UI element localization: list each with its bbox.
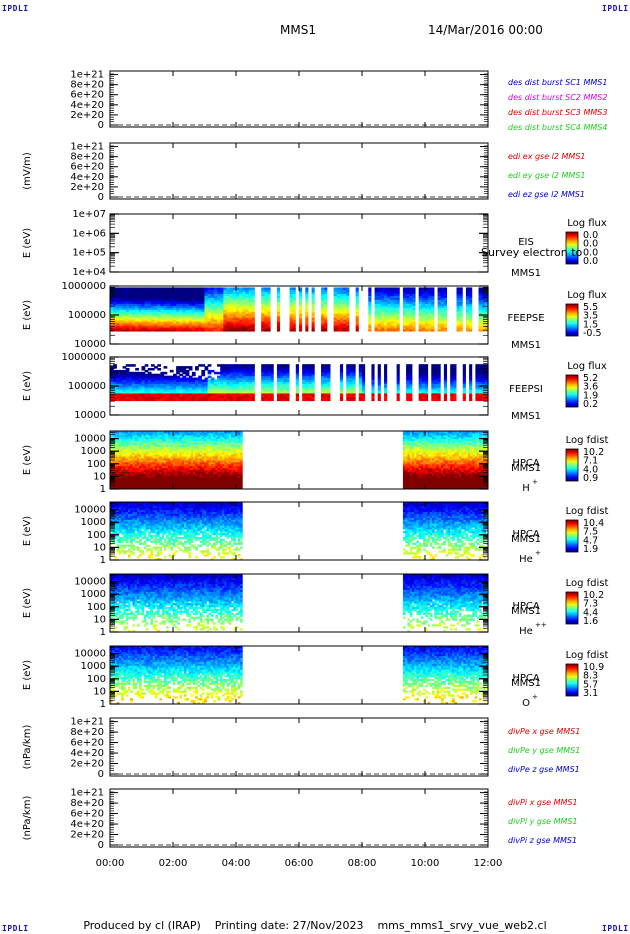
panel-p4: E (eV) 10000 100000 1000000 FEEPSE MMS1 Log fl… xyxy=(22,281,607,351)
legend-entry: edi ex gse l2 MMS1 xyxy=(508,152,586,161)
spectrogram-cell xyxy=(157,364,161,367)
spectrogram-cell xyxy=(208,364,212,367)
y-tick-label: 4e+20 xyxy=(70,100,104,111)
y-tick-label: 2e+20 xyxy=(70,110,104,121)
spectrogram xyxy=(110,287,489,331)
y-tick-label: 1000000 xyxy=(61,281,106,292)
y-tick-label: 10000 xyxy=(74,339,106,350)
spectrogram-cell xyxy=(164,372,168,375)
legend-entry: des dist burst SC1 MMS1 xyxy=(508,78,607,87)
y-tick-label: 6e+20 xyxy=(70,90,104,101)
spectrogram-cell xyxy=(170,370,174,373)
panel-frame xyxy=(110,143,488,199)
panel-p5: E (eV)100001000001000000FEEPSIMMS1Log fl… xyxy=(22,352,607,422)
legend-entry: des dist burst SC3 MMS3 xyxy=(508,108,607,117)
colorbar-title: Log flux xyxy=(567,218,607,229)
y-axis-label: (mV/m) xyxy=(22,152,33,190)
spacecraft-label: MMS1 xyxy=(511,340,541,351)
spacecraft-label: MMS1 xyxy=(511,268,541,279)
y-tick-label: 100000 xyxy=(68,310,106,321)
panel-frame xyxy=(110,71,488,127)
y-tick-label: 1e+07 xyxy=(72,209,106,220)
legend-entry: edi ez gse l2 MMS1 xyxy=(508,190,585,199)
panel-frame xyxy=(110,214,488,272)
colorbar-tick-label: -0.5 xyxy=(583,328,602,339)
spectrogram-cell xyxy=(132,364,136,367)
spectrogram xyxy=(110,364,489,401)
spectrogram-cell xyxy=(126,368,130,371)
spectrogram-cell xyxy=(145,364,149,367)
legend-entry: des dist burst SC2 MMS2 xyxy=(508,93,607,102)
summary-plot: 02e+204e+206e+208e+201e+21des dist burst… xyxy=(0,0,630,934)
y-tick-label: 1e+21 xyxy=(70,70,104,81)
colorbar-title: Log flux xyxy=(567,290,607,301)
y-tick-label: 1e+05 xyxy=(72,248,106,259)
y-tick-label: 2e+20 xyxy=(70,182,104,193)
y-tick-label: 8e+20 xyxy=(70,80,104,91)
legend-entry: edi ey gse l2 MMS1 xyxy=(508,171,586,180)
y-tick-label: 0 xyxy=(98,120,104,131)
y-axis-label: E (eV) xyxy=(22,228,33,258)
y-tick-label: 1e+04 xyxy=(72,267,106,278)
y-axis-label: E (eV) xyxy=(22,300,33,330)
spectrogram-cell xyxy=(164,366,168,369)
spectrogram-cell xyxy=(135,368,139,371)
y-tick-label: 6e+20 xyxy=(70,162,104,173)
y-tick-label: 1e+06 xyxy=(72,228,106,239)
spectrogram-cell xyxy=(192,372,196,375)
y-axis-label: E (eV) xyxy=(22,371,33,401)
spectrogram-cell xyxy=(189,366,193,369)
y-tick-label: 0 xyxy=(98,192,104,203)
colorbar xyxy=(566,304,578,336)
instrument-label: FEEPSE xyxy=(507,313,544,324)
y-tick-label: 4e+20 xyxy=(70,172,104,183)
y-tick-label: 1e+21 xyxy=(70,142,104,153)
spectrogram-cell xyxy=(157,368,161,371)
colorbar-tick-label: 0.0 xyxy=(583,256,598,267)
legend-entry: des dist burst SC4 MMS4 xyxy=(508,123,607,132)
y-tick-label: 8e+20 xyxy=(70,152,104,163)
